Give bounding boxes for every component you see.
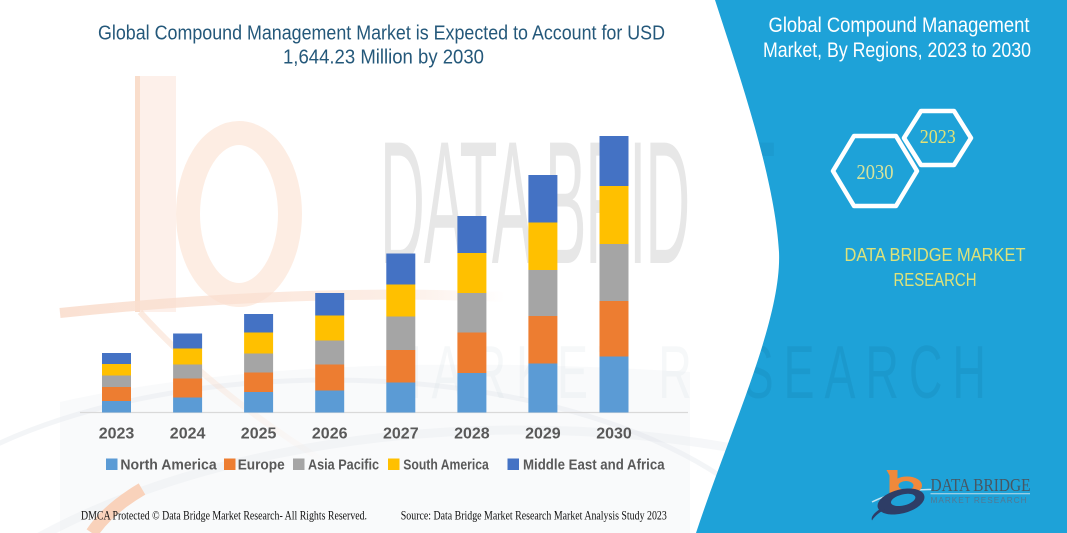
- svg-text:South America: South America: [403, 457, 489, 474]
- svg-text:Asia Pacific: Asia Pacific: [308, 457, 379, 474]
- svg-text:Global Compound Management Mar: Global Compound Management Market is Exp…: [98, 23, 665, 45]
- svg-text:2029: 2029: [525, 426, 561, 443]
- svg-text:DMCA Protected © Data Bridge M: DMCA Protected © Data Bridge Market Rese…: [81, 509, 367, 523]
- svg-text:Europe: Europe: [238, 457, 285, 474]
- svg-text:MARKET RESEARCH: MARKET RESEARCH: [931, 495, 1028, 505]
- svg-text:2024: 2024: [170, 426, 206, 443]
- svg-text:2026: 2026: [312, 426, 348, 443]
- svg-text:Middle East and Africa: Middle East and Africa: [523, 457, 665, 474]
- svg-text:2025: 2025: [241, 426, 277, 443]
- svg-text:North America: North America: [120, 457, 217, 474]
- svg-text:Market, By Regions, 2023 to 20: Market, By Regions, 2023 to 2030: [763, 39, 1031, 62]
- svg-text:2027: 2027: [383, 426, 419, 443]
- svg-text:2030: 2030: [596, 426, 632, 443]
- svg-text:2023: 2023: [99, 426, 135, 443]
- svg-text:Source: Data Bridge Market Res: Source: Data Bridge Market Research Mark…: [401, 509, 667, 523]
- svg-text:RESEARCH: RESEARCH: [894, 270, 977, 290]
- svg-text:2023: 2023: [920, 126, 956, 148]
- svg-text:1,644.23 Million by 2030: 1,644.23 Million by 2030: [283, 47, 484, 69]
- svg-text:DATA BRIDGE: DATA BRIDGE: [931, 475, 1031, 495]
- svg-text:2030: 2030: [857, 160, 894, 184]
- svg-text:DATA BRIDGE MARKET: DATA BRIDGE MARKET: [845, 245, 1026, 265]
- svg-text:Global Compound Management: Global Compound Management: [769, 14, 1030, 37]
- svg-text:2028: 2028: [454, 426, 490, 443]
